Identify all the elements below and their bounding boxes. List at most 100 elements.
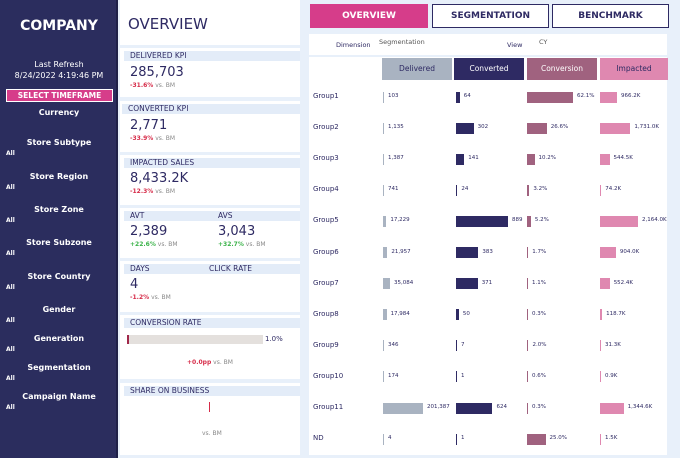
view-select[interactable]: CY <box>539 38 548 46</box>
converted-bar[interactable] <box>456 402 493 414</box>
filter-value[interactable]: All <box>6 317 15 324</box>
converted-value: 24 <box>461 186 469 193</box>
impacted-value: 1.5K <box>605 435 618 442</box>
delivered-bar[interactable] <box>383 91 384 103</box>
impacted-bar[interactable] <box>600 402 624 414</box>
vs-label: vs. BM <box>202 430 222 437</box>
delivered-bar[interactable] <box>383 433 384 445</box>
days-value: 4 <box>130 277 139 292</box>
vs-label: vs. BM <box>155 82 176 89</box>
delivered-bar[interactable] <box>383 371 384 383</box>
impacted-bar[interactable] <box>600 247 616 258</box>
conversion-value: 1.7% <box>532 248 547 255</box>
impacted-bar[interactable] <box>600 371 601 383</box>
filter-value[interactable]: All <box>6 184 15 191</box>
converted-bar[interactable] <box>456 371 457 383</box>
conversion-value: 1.1% <box>532 279 546 286</box>
impacted-bar[interactable] <box>600 340 601 352</box>
conversion-bar[interactable] <box>527 91 573 103</box>
vs-label: vs. BM <box>213 359 233 366</box>
delivered-bar[interactable] <box>383 402 423 414</box>
converted-bar[interactable] <box>456 215 508 227</box>
conversion-value: 10.2% <box>538 155 557 162</box>
days-click-rate-card: DAYS CLICK RATE 4 -1.2% vs. BM <box>120 261 300 312</box>
converted-value: 1 <box>461 372 465 379</box>
filter-value[interactable]: All <box>6 346 15 353</box>
conversion-bar[interactable] <box>527 247 529 258</box>
impacted-bar[interactable] <box>600 278 610 290</box>
converted-bar[interactable] <box>456 340 457 352</box>
filter-value[interactable]: All <box>6 217 15 224</box>
refresh-label: Last Refresh <box>34 60 84 69</box>
filter-value[interactable]: All <box>6 250 15 257</box>
delivered-bar[interactable] <box>383 340 384 352</box>
delivered-value: 346 <box>388 341 399 348</box>
converted-value: 64 <box>463 93 471 99</box>
avt-value: 2,389 <box>130 224 168 239</box>
controls-bar: Dimension Segmentation View CY <box>309 34 667 55</box>
converted-bar[interactable] <box>456 278 478 290</box>
conversion-bar[interactable] <box>527 122 547 134</box>
delivered-kpi-card: DELIVERED KPI 285,703 -31.6% vs. BM <box>120 48 300 97</box>
conversion-bar[interactable] <box>527 340 529 352</box>
delivered-bar[interactable] <box>383 309 387 321</box>
avt-label: AVT <box>130 211 145 220</box>
delivered-bar[interactable] <box>383 122 384 134</box>
converted-bar[interactable] <box>456 153 465 165</box>
impacted-value: 118.7K <box>606 310 626 317</box>
impacted-value: 966.2K <box>620 93 641 99</box>
converted-value: 141 <box>468 155 479 162</box>
delivered-bar[interactable] <box>383 184 384 196</box>
filter-value[interactable]: All <box>6 375 15 382</box>
converted-bar[interactable] <box>456 91 460 103</box>
conversion-bar[interactable] <box>527 278 528 290</box>
converted-bar[interactable] <box>456 184 458 196</box>
tab-benchmark[interactable]: BENCHMARK <box>552 4 669 28</box>
card-header: CONVERTED KPI <box>122 104 300 114</box>
conversion-bar[interactable] <box>527 184 530 196</box>
filter-value[interactable]: All <box>6 150 15 157</box>
row-label: Group2 <box>313 123 339 132</box>
row-label: Group10 <box>313 371 344 380</box>
converted-bar[interactable] <box>456 309 459 321</box>
impacted-bar[interactable] <box>600 184 602 196</box>
impacted-bar[interactable] <box>600 122 631 134</box>
filter-label: Campaign Name <box>22 392 96 401</box>
converted-value: 624 <box>496 404 507 410</box>
row-label: Group3 <box>313 154 339 163</box>
converted-bar[interactable] <box>456 122 474 134</box>
impacted-bar[interactable] <box>600 309 603 321</box>
conversion-bar[interactable] <box>527 371 528 383</box>
filter-sidebar: COMPANY Last Refresh 8/24/2022 4:19:46 P… <box>0 0 118 458</box>
converted-bar[interactable] <box>456 247 479 258</box>
conversion-bar[interactable] <box>527 153 535 165</box>
filter-value[interactable]: All <box>6 284 15 291</box>
conversion-bar[interactable] <box>527 309 528 321</box>
impacted-sales-card: IMPACTED SALES 8,433.2K -12.3% vs. BM <box>120 155 300 205</box>
avt-delta: +22.6% <box>130 241 156 248</box>
delivered-bar[interactable] <box>383 215 387 227</box>
row-label: Group5 <box>313 216 339 225</box>
tab-overview[interactable]: OVERVIEW <box>310 4 428 28</box>
impacted-bar[interactable] <box>600 433 601 445</box>
row-label: Group6 <box>313 247 339 256</box>
filter-label: Store Subtype <box>26 138 92 147</box>
delivered-bar[interactable] <box>383 153 384 165</box>
conversion-rate-fill <box>127 335 129 344</box>
delivered-value: 4 <box>388 435 392 442</box>
impacted-bar[interactable] <box>600 153 610 165</box>
dimension-select[interactable]: Segmentation <box>379 38 425 46</box>
select-timeframe-button[interactable]: SELECT TIMEFRAME <box>6 89 113 102</box>
conversion-bar[interactable] <box>527 402 528 414</box>
delivered-bar[interactable] <box>383 247 388 258</box>
converted-bar[interactable] <box>456 433 457 445</box>
tab-segmentation[interactable]: SEGMENTATION <box>432 4 549 28</box>
conversion-bar[interactable] <box>527 215 531 227</box>
delivered-bar[interactable] <box>383 278 390 290</box>
filter-value[interactable]: All <box>6 404 15 411</box>
impacted-bar[interactable] <box>600 215 638 227</box>
conversion-rate-card: CONVERSION RATE 1.0% +0.0pp vs. BM <box>120 315 300 379</box>
impacted-bar[interactable] <box>600 91 617 103</box>
conversion-bar[interactable] <box>527 433 546 445</box>
delivered-value: 17,229 <box>390 217 410 224</box>
